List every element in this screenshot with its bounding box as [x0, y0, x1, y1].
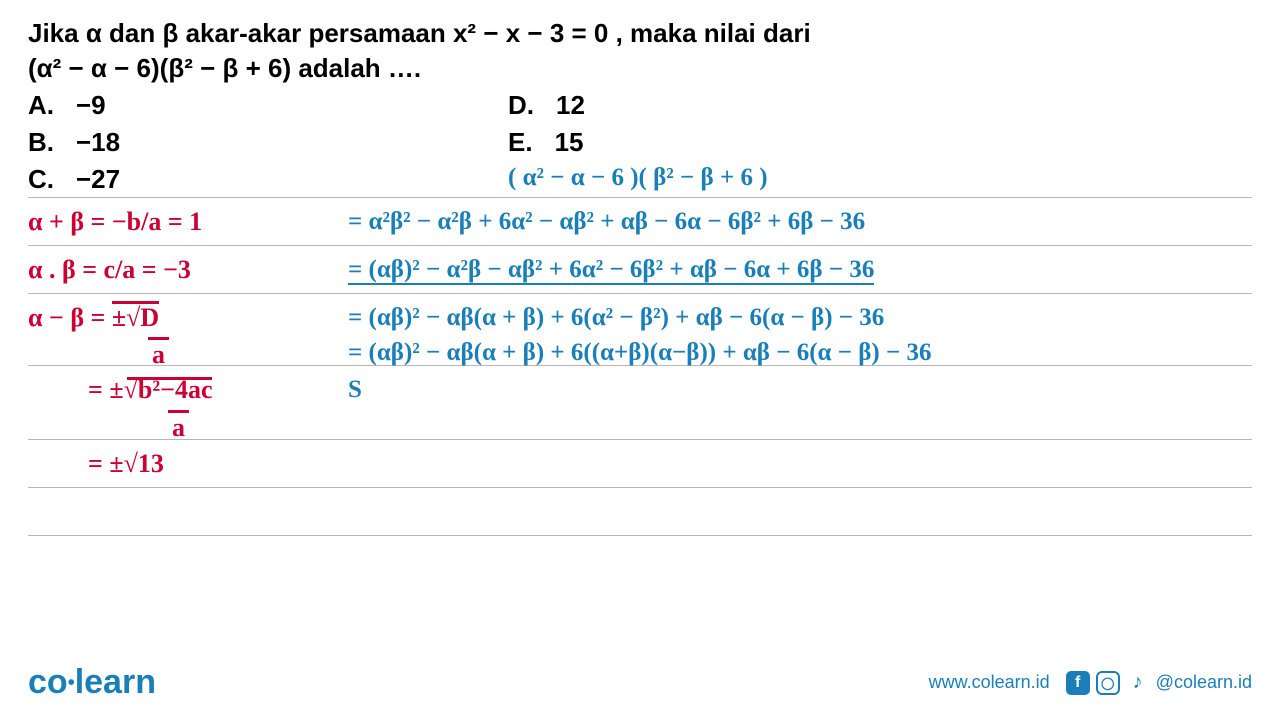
facebook-icon: f	[1066, 671, 1090, 695]
option-d: D.12	[508, 90, 585, 121]
instagram-icon: ◯	[1096, 671, 1120, 695]
website-url: www.colearn.id	[929, 672, 1050, 693]
rule-line	[28, 535, 1252, 536]
blue-work-line-5: = (αβ)² − αβ(α + β) + 6((α+β)(α−β)) + αβ…	[348, 339, 931, 367]
red-work-denom-1: a	[28, 337, 348, 370]
blue-work-line-6: S	[348, 376, 362, 404]
red-work-line-5: = ±√13	[28, 449, 348, 479]
blue-work-line-1: ( α² − α − 6 )( β² − β + 6 )	[508, 164, 768, 195]
blue-work-line-3: = (αβ)² − α²β − αβ² + 6α² − 6β² + αβ − 6…	[348, 256, 874, 284]
red-work-line-3: α − β = ±√D	[28, 303, 348, 333]
question-line-1: Jika α dan β akar-akar persamaan x² − x …	[28, 18, 1252, 49]
red-work-line-4: = ±√b²−4ac	[28, 375, 348, 405]
blue-work-line-4: = (αβ)² − αβ(α + β) + 6(α² − β²) + αβ − …	[348, 304, 884, 332]
social-handles: f ◯ ♪ @colearn.id	[1066, 671, 1252, 695]
question-line-2: (α² − α − 6)(β² − β + 6) adalah ….	[28, 53, 1252, 84]
option-e: E.15	[508, 127, 584, 158]
red-work-line-1: α + β = −b/a = 1	[28, 207, 348, 237]
brand-logo: co•learn	[28, 663, 156, 702]
option-c: C.−27	[28, 164, 508, 195]
tiktok-icon: ♪	[1126, 671, 1150, 695]
option-a: A.−9	[28, 90, 508, 121]
blue-work-line-2: = α²β² − α²β + 6α² − αβ² + αβ − 6α − 6β²…	[348, 208, 865, 236]
red-work-denom-2: a	[28, 410, 348, 443]
red-work-line-2: α . β = c/a = −3	[28, 255, 348, 285]
option-b: B.−18	[28, 127, 508, 158]
